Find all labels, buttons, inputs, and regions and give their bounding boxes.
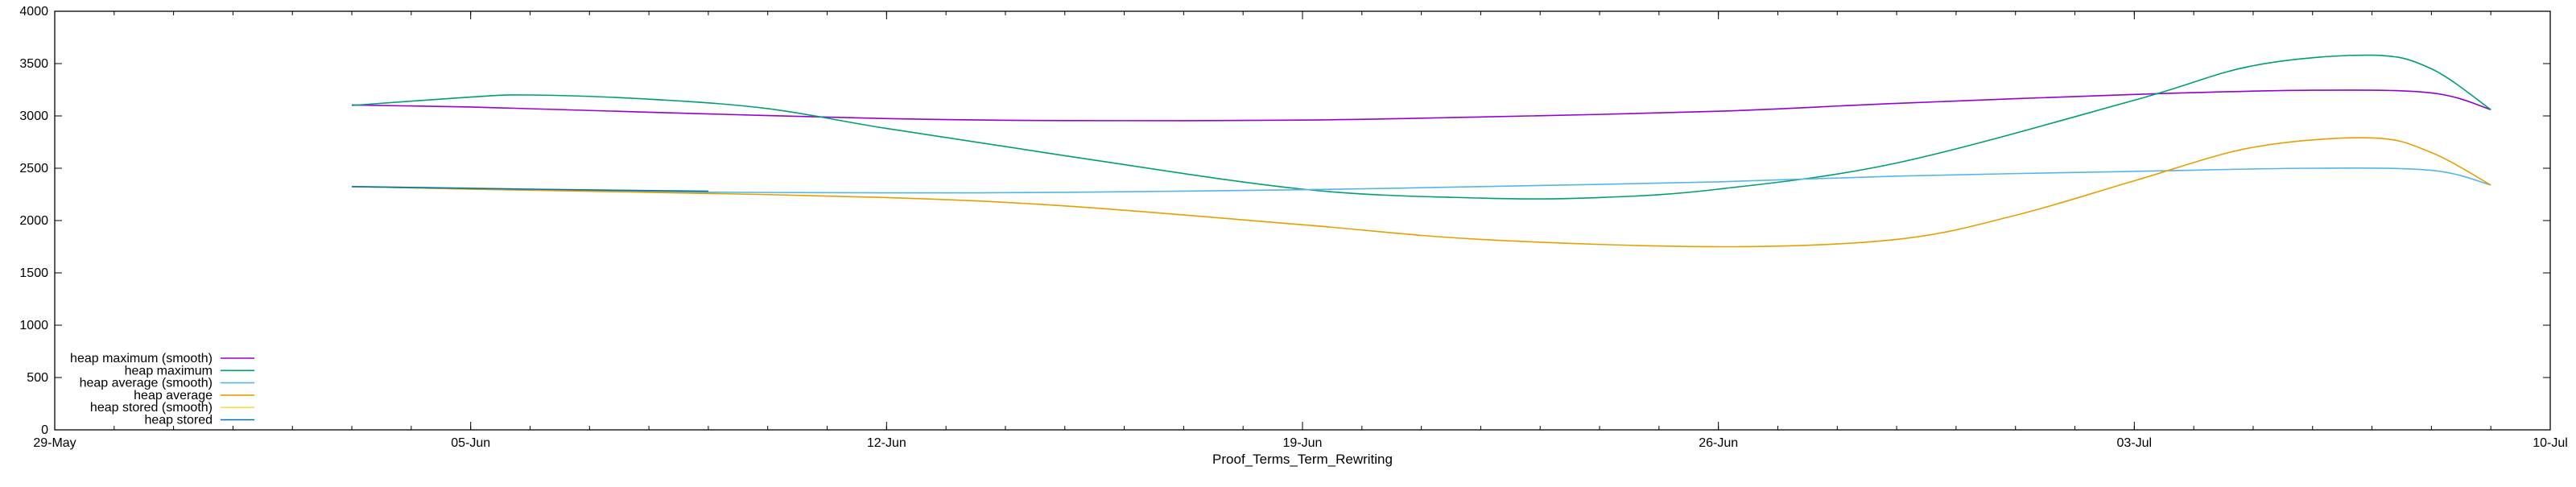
ticks-layer: 0 500 1000 1500 2000 2500 3000 3500 4000 29-May 05… bbox=[19, 5, 2567, 450]
y-tick-label: 3000 bbox=[19, 109, 48, 123]
y-tick-label: 500 bbox=[27, 371, 48, 385]
legend-label: heap stored (smooth) bbox=[90, 401, 213, 415]
series-line-6 bbox=[351, 186, 708, 192]
y-tick-label: 2000 bbox=[19, 214, 48, 228]
x-tick-label: 19-Jun bbox=[1283, 436, 1323, 450]
legend-label: heap maximum bbox=[125, 364, 213, 378]
x-tick-label: 12-Jun bbox=[867, 436, 906, 450]
y-tick-label: 4000 bbox=[19, 5, 48, 19]
series-layer bbox=[351, 54, 2491, 248]
series-line-1 bbox=[351, 89, 2491, 122]
x-tick-label: 26-Jun bbox=[1699, 436, 1738, 450]
y-tick-label: 1500 bbox=[19, 266, 48, 280]
legend-label: heap maximum (smooth) bbox=[70, 352, 213, 365]
legend-label: heap average bbox=[134, 389, 213, 402]
plot-frame bbox=[54, 10, 2551, 431]
x-tick-label: 03-Jul bbox=[2117, 436, 2153, 450]
y-tick-label: 0 bbox=[41, 423, 48, 437]
series-line-3 bbox=[351, 167, 2491, 194]
x-axis-title: Proof_Terms_Term_Rewriting bbox=[1212, 452, 1393, 467]
y-tick-label: 2500 bbox=[19, 162, 48, 175]
x-tick-label: 10-Jul bbox=[2533, 436, 2568, 450]
y-tick-label: 3500 bbox=[19, 57, 48, 71]
legend-label: heap average (smooth) bbox=[80, 377, 213, 390]
series-line-4 bbox=[351, 137, 2491, 248]
x-tick-label: 29-May bbox=[33, 436, 76, 450]
y-tick-label: 1000 bbox=[19, 319, 48, 332]
x-tick-label: 05-Jun bbox=[451, 436, 490, 450]
series-line-2 bbox=[351, 54, 2491, 200]
legend-label: heap stored bbox=[144, 414, 213, 427]
